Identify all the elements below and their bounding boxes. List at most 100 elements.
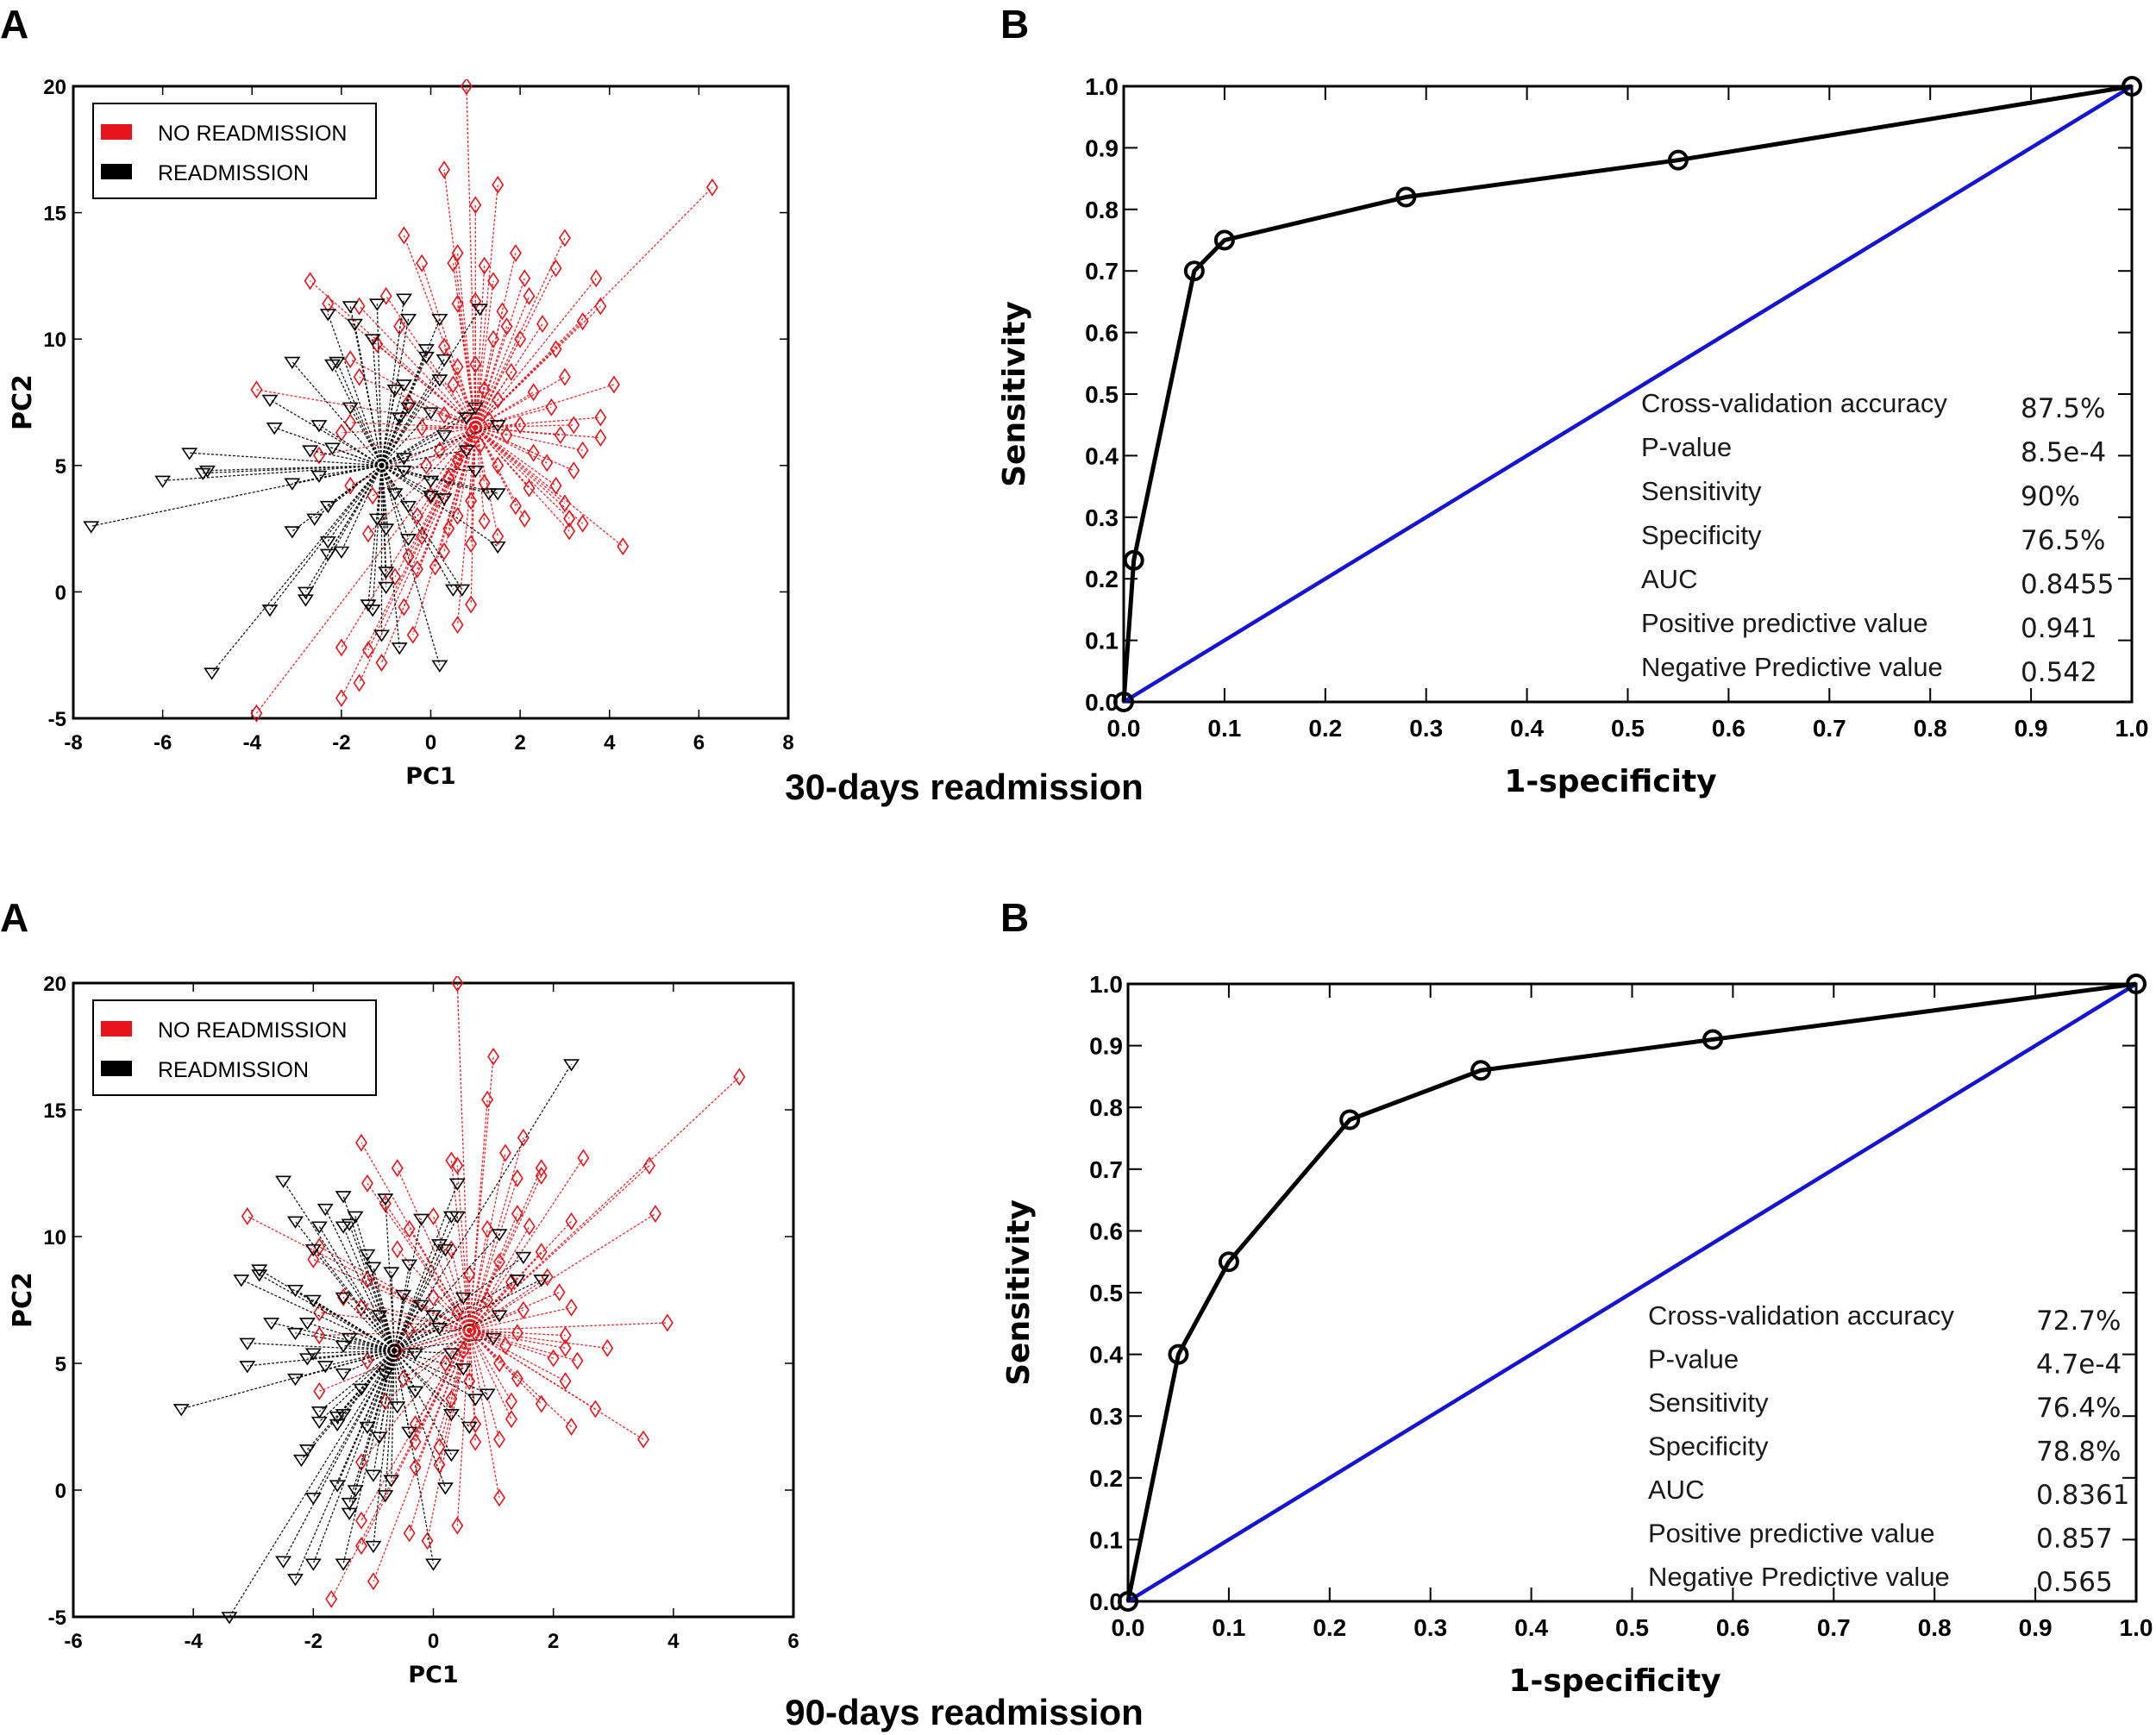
data-point-triangle [485,1332,502,1346]
data-point-triangle [251,1269,268,1282]
x-tick-label: 0.8 [1914,715,1947,742]
centroid-link [391,1272,395,1351]
stat-label: Positive predictive value [1641,608,1928,638]
centroid-link [367,427,476,535]
centroid-link [381,449,467,467]
stat-label: P-value [1641,432,1732,462]
stat-value: 0.542 [2021,657,2097,688]
caption-30-days: 30-days readmission [785,767,1144,807]
data-point-diamond [406,625,419,644]
data-point-diamond [445,1151,458,1170]
x-tick-label: 0.0 [1112,1614,1145,1641]
data-point-diamond [362,641,374,660]
data-point-triangle [365,1540,382,1554]
y-tick-label: 15 [43,203,66,226]
x-tick-label: 0.1 [1212,1614,1245,1641]
data-point-diamond [481,1219,494,1238]
data-point-diamond [398,226,411,245]
centroid-link [207,465,382,472]
centroid-link [468,1262,500,1331]
data-point-triangle [286,1373,304,1387]
data-point-triangle [391,642,408,655]
stat-label: Sensitivity [1648,1387,1769,1418]
data-point-diamond [402,547,415,566]
centroid-link [247,1350,395,1367]
data-point-triangle [221,1612,238,1624]
roc-point-marker [1702,1029,1724,1050]
centroid-link [359,305,476,429]
data-point-diamond [571,1351,584,1370]
centroid-link [380,298,405,466]
data-point-diamond [567,461,580,480]
centroid-link [189,452,382,467]
data-point-diamond [576,441,589,460]
data-point-triangle [377,1368,394,1381]
centroid-link [312,1299,395,1351]
data-point-triangle [467,402,484,415]
centroid-link [349,407,383,467]
legend-swatch-readmission [101,164,132,179]
data-point-diamond [590,269,603,288]
data-point-triangle [310,470,328,483]
data-point-diamond [558,494,571,513]
centroid-link [312,1350,395,1564]
data-point-diamond [451,976,464,993]
data-point-triangle [458,412,475,425]
centroid-link [456,427,476,625]
centroid-link [469,1330,566,1337]
data-point-diamond [402,393,415,411]
data-point-diamond [518,269,531,288]
data-point-diamond [403,1321,416,1340]
data-point-diamond [439,1354,452,1373]
y-tick-label: 10 [43,1226,66,1250]
data-point-diamond [445,1389,458,1408]
data-point-diamond [511,1205,523,1223]
data-point-diamond [460,79,473,96]
centroid-link [341,465,383,552]
data-point-triangle [407,1348,424,1361]
centroid-link [469,1322,667,1331]
data-point-triangle [329,1480,346,1493]
centroid-link [381,465,498,548]
y-tick-label: 0.5 [1089,1280,1123,1306]
centroid-link [380,465,454,590]
data-point-diamond [649,1205,661,1223]
data-point-triangle [335,1292,352,1306]
data-point-triangle [365,1469,382,1482]
panel-letter-a-bottom: A [0,895,28,940]
centroid-link [393,1314,434,1351]
data-point-diamond [438,542,451,561]
centroid-link [393,1350,447,1488]
centroid-link [474,266,486,428]
data-point-diamond [421,1531,434,1550]
roc-point-marker [1183,260,1205,282]
y-tick-label: 0.1 [1089,1526,1123,1553]
centroid-link [380,384,405,466]
data-point-diamond [335,638,348,657]
data-point-triangle [204,667,221,680]
centroid-link [456,253,476,428]
data-point-triangle [298,1318,316,1331]
data-point-triangle [286,1327,304,1341]
centroid-link [373,1330,470,1582]
centroid-link [415,1330,470,1468]
data-point-diamond [313,1237,326,1256]
centroid-link [474,338,521,429]
data-point-triangle [423,475,439,488]
x-tick-label: 2 [548,1630,559,1653]
legend: NO READMISSION READMISSION [92,103,377,199]
centroid-link [393,1233,500,1351]
data-point-diamond [344,413,357,432]
centroid-link [367,1182,470,1331]
data-point-diamond [511,1369,523,1388]
data-point-diamond [367,1572,379,1591]
centroid-link [474,371,512,429]
data-point-diamond [250,380,263,399]
stat-label: Specificity [1641,520,1762,550]
x-tick-label: 0.4 [1510,715,1544,742]
centroid-link [474,427,498,467]
centroid-link [474,310,504,428]
data-point-triangle [423,407,439,420]
centroid-link [393,1249,446,1351]
data-point-triangle [378,581,395,594]
